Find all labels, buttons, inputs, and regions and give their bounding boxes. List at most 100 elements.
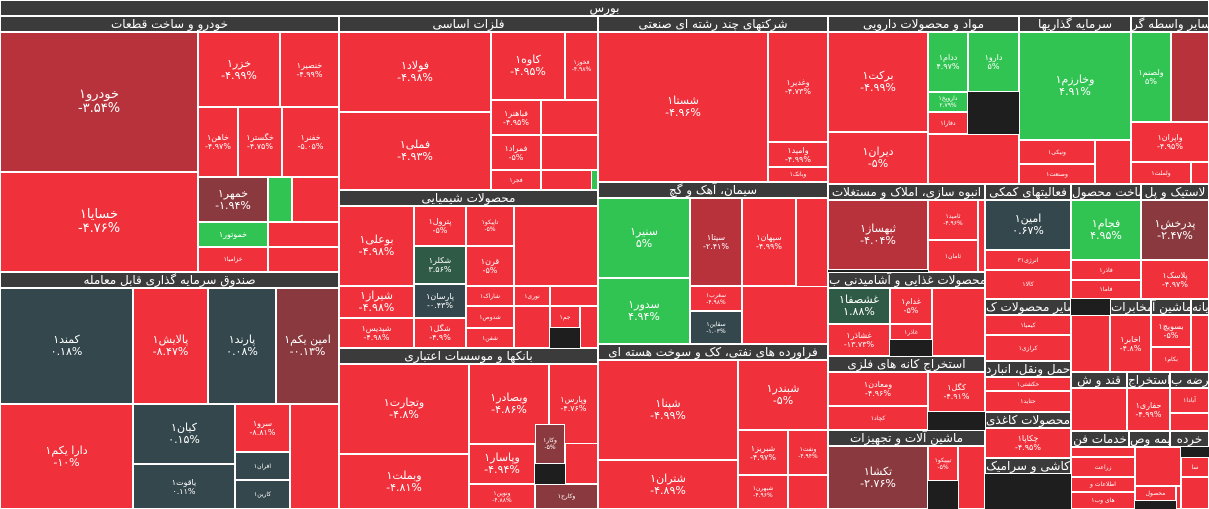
stock-tile-small[interactable] <box>268 177 292 222</box>
stock-tile-t97[interactable]: تیپیکو۱ -۵% <box>928 446 958 481</box>
stock-tile-small[interactable] <box>932 288 985 356</box>
stock-tile-t66[interactable]: ثامان۱ <box>928 240 978 272</box>
stock-tile-t50[interactable]: پارسان۱ -۰.۴۳% <box>414 284 466 318</box>
stock-tile-small[interactable] <box>580 306 598 348</box>
stock-tile-t62[interactable]: سغرب۱ -۴.۹۸% <box>690 286 742 311</box>
stock-tile-small[interactable] <box>268 222 339 247</box>
stock-tile-t51[interactable]: شاراک۱ <box>466 286 514 306</box>
stock-tile-t7[interactable]: خفنر۱ -۵.۰۵% <box>282 107 339 177</box>
sector-header-s12[interactable]: ساخت محصول <box>1071 184 1141 200</box>
stock-tile-t42[interactable]: یاقوت۱ ۰.۱۱% <box>133 464 235 509</box>
stock-tile-t67[interactable]: امین۱ ۰.۶۷% <box>985 200 1071 250</box>
stock-tile-t58[interactable]: سنیر۱ ۵% <box>598 198 690 278</box>
sector-header-s20[interactable]: محصولات کاغذی <box>985 412 1071 428</box>
stock-tile-t41[interactable]: افران۱ <box>235 452 290 480</box>
sector-header-s5[interactable]: سرمایه گذاریها <box>1019 16 1131 32</box>
stock-tile-small[interactable] <box>742 286 828 344</box>
stock-tile-small[interactable] <box>591 170 598 190</box>
stock-tile-small[interactable] <box>1095 140 1131 184</box>
stock-tile-small[interactable] <box>541 135 598 170</box>
stock-tile-t70[interactable]: فجام۱ ۴.۹۵% <box>1071 200 1141 260</box>
stock-tile-t59[interactable]: سدور۱ ۴.۹۴% <box>598 278 690 344</box>
stock-tile-t73[interactable]: پدرخش۱ -۲.۴۷% <box>1141 200 1209 260</box>
stock-tile-t107[interactable]: آبادا۱ <box>1170 388 1209 413</box>
stock-tile-small[interactable] <box>1191 162 1209 184</box>
stock-tile-t91[interactable]: غاذر۱ <box>890 324 932 340</box>
stock-tile-t16[interactable]: فمراد۱ -۵% <box>491 135 541 170</box>
stock-tile-t65[interactable]: ثامید۱ -۴.۹۶% <box>928 200 978 240</box>
stock-tile-t87[interactable]: ونفت۱ -۴.۹۴% <box>788 430 828 475</box>
stock-tile-small[interactable] <box>1071 388 1127 431</box>
stock-tile-small[interactable] <box>292 177 339 222</box>
stock-tile-t86[interactable]: شبریز۱ -۴.۹۷% <box>738 430 788 475</box>
stock-tile-small[interactable] <box>1071 315 1110 372</box>
stock-tile-t90[interactable]: غدام۱ -۵% <box>890 288 932 324</box>
stock-tile-t52[interactable]: نوری۱ <box>514 286 550 306</box>
stock-tile-small[interactable] <box>1181 477 1209 509</box>
stock-tile-t45[interactable]: پترول۱ -۵% <box>414 206 466 246</box>
stock-tile-t17[interactable]: فجر۱ <box>491 170 541 190</box>
stock-tile-t99[interactable]: کرازی۱ <box>985 335 1071 361</box>
stock-tile-small[interactable] <box>514 206 598 286</box>
stock-tile-t63[interactable]: سقاین۱ -۱.۰۳% <box>690 311 742 344</box>
stock-tile-small[interactable] <box>268 247 339 272</box>
stock-tile-t104[interactable]: بسویچ۱ -۵% <box>1151 315 1191 347</box>
stock-tile-t64[interactable]: ثبهساز۱ -۴.۰۴% <box>828 200 928 270</box>
stock-tile-t27[interactable]: دفارا۱ <box>928 112 968 134</box>
stock-tile-t18[interactable]: شستا۱ -۴.۹۶% <box>598 32 768 182</box>
sector-header-s22[interactable]: حمل ونقل، انبارد <box>985 361 1071 377</box>
stock-tile-t22[interactable]: برکت۱ -۴.۹۹% <box>828 32 928 132</box>
stock-tile-t84[interactable]: شبندر۱ -۵% <box>738 360 828 430</box>
stock-tile-t30[interactable]: وصنعت۱ <box>1019 164 1095 184</box>
sector-header-s29[interactable]: قند و ش <box>1071 372 1127 388</box>
stock-tile-t53[interactable]: شدوص۱ <box>466 306 514 328</box>
stock-tile-t94[interactable]: کگل۱ -۴.۹۱% <box>928 372 985 412</box>
stock-tile-t60[interactable]: سیتا۱ -۲.۴۱% <box>690 198 742 286</box>
stock-tile-t20[interactable]: وامید۱ -۴.۹۹% <box>768 142 828 167</box>
stock-tile-small[interactable] <box>1170 413 1209 431</box>
sector-header-s18[interactable]: ماشین آلات و تجهیزات <box>828 430 985 446</box>
sector-header-s4[interactable]: مواد و محصولات دارویی <box>828 16 1019 32</box>
stock-tile-t100[interactable]: حکشتی۱ <box>985 377 1071 391</box>
stock-tile-t21[interactable]: وبانک۱ <box>768 167 828 182</box>
stock-tile-t69[interactable]: کالا۱ <box>985 270 1071 299</box>
stock-tile-t101[interactable]: حتاید۱ <box>985 391 1071 412</box>
stock-tile-t47[interactable]: شکلر۱ ۳.۵۶% <box>414 246 466 284</box>
sector-header-s17[interactable]: استخراج کانه های فلزی <box>828 356 985 372</box>
stock-tile-small[interactable] <box>1135 447 1181 486</box>
stock-tile-t102[interactable]: چکاپا۱ -۴.۹۵% <box>985 428 1071 458</box>
stock-tile-small[interactable] <box>514 306 550 348</box>
stock-tile-small[interactable] <box>928 134 1019 184</box>
stock-tile-t35[interactable]: پالایش۱ -۸.۴۷% <box>133 288 208 404</box>
stock-tile-small[interactable] <box>541 170 598 190</box>
stock-tile-t106[interactable]: حفاری۱ -۴.۹۹% <box>1127 388 1170 431</box>
stock-tile-t44[interactable]: بوعلی۱ -۴.۹۸% <box>339 206 414 286</box>
sector-header-s7[interactable]: صندوق سرمایه گذاری قابل معامله <box>0 272 339 288</box>
stock-tile-t88[interactable]: شبهرن۱ -۴.۹۶% <box>738 475 788 509</box>
stock-tile-t108[interactable]: زراعت <box>1071 457 1135 477</box>
stock-tile-t49[interactable]: شیراز۱ -۴.۹۸% <box>339 286 414 318</box>
stock-tile-t36[interactable]: پارند۱ ۰.۰۸% <box>208 288 276 404</box>
sector-header-s8[interactable]: محصولات شیمیایی <box>339 190 598 206</box>
stock-tile-t96[interactable]: تکشا۱ -۲.۷۶% <box>828 446 928 509</box>
sector-header-s27[interactable]: عرضه ب <box>1170 372 1209 388</box>
stock-tile-t1[interactable]: خودرو۱ -۳.۵۴% <box>0 32 198 172</box>
stock-tile-t29[interactable]: ونیکی۱ <box>1019 140 1095 164</box>
stock-tile-small[interactable] <box>290 404 339 509</box>
sector-header-s9[interactable]: سیمان، آهک و گچ <box>598 182 828 198</box>
stock-tile-t13[interactable]: کاوه۱ -۴.۹۵% <box>491 32 565 100</box>
sector-header-s21[interactable]: کاشی و سرامیک <box>985 458 1071 474</box>
stock-tile-t34[interactable]: کمند۱ ۰.۱۸% <box>0 288 133 404</box>
sector-header-s30[interactable]: خرده <box>1170 431 1209 447</box>
stock-tile-small[interactable] <box>1171 32 1209 122</box>
stock-tile-t39[interactable]: کیان۱ ۰.۱۵% <box>133 404 235 464</box>
stock-tile-t74[interactable]: پلاسک۱ -۴.۹۷% <box>1141 260 1209 299</box>
stock-tile-t48[interactable]: قرن۱ -۵% <box>466 246 514 286</box>
sector-header-s1[interactable]: خودرو و ساخت قطعات <box>0 16 339 32</box>
stock-tile-t54[interactable]: جم۱ <box>550 306 580 328</box>
stock-tile-t92[interactable]: غشاذر۱ -۱۳.۷۳% <box>828 324 890 356</box>
stock-tile-t95[interactable]: کچاد۱ <box>828 406 928 430</box>
sector-header-s13[interactable]: لاستیک و پل <box>1141 184 1209 200</box>
stock-tile-t26[interactable]: داروپخ۱ ۲.۷۹% <box>928 92 968 112</box>
stock-tile-t81[interactable]: ونوین۱ -۴.۸۸% <box>469 484 535 509</box>
